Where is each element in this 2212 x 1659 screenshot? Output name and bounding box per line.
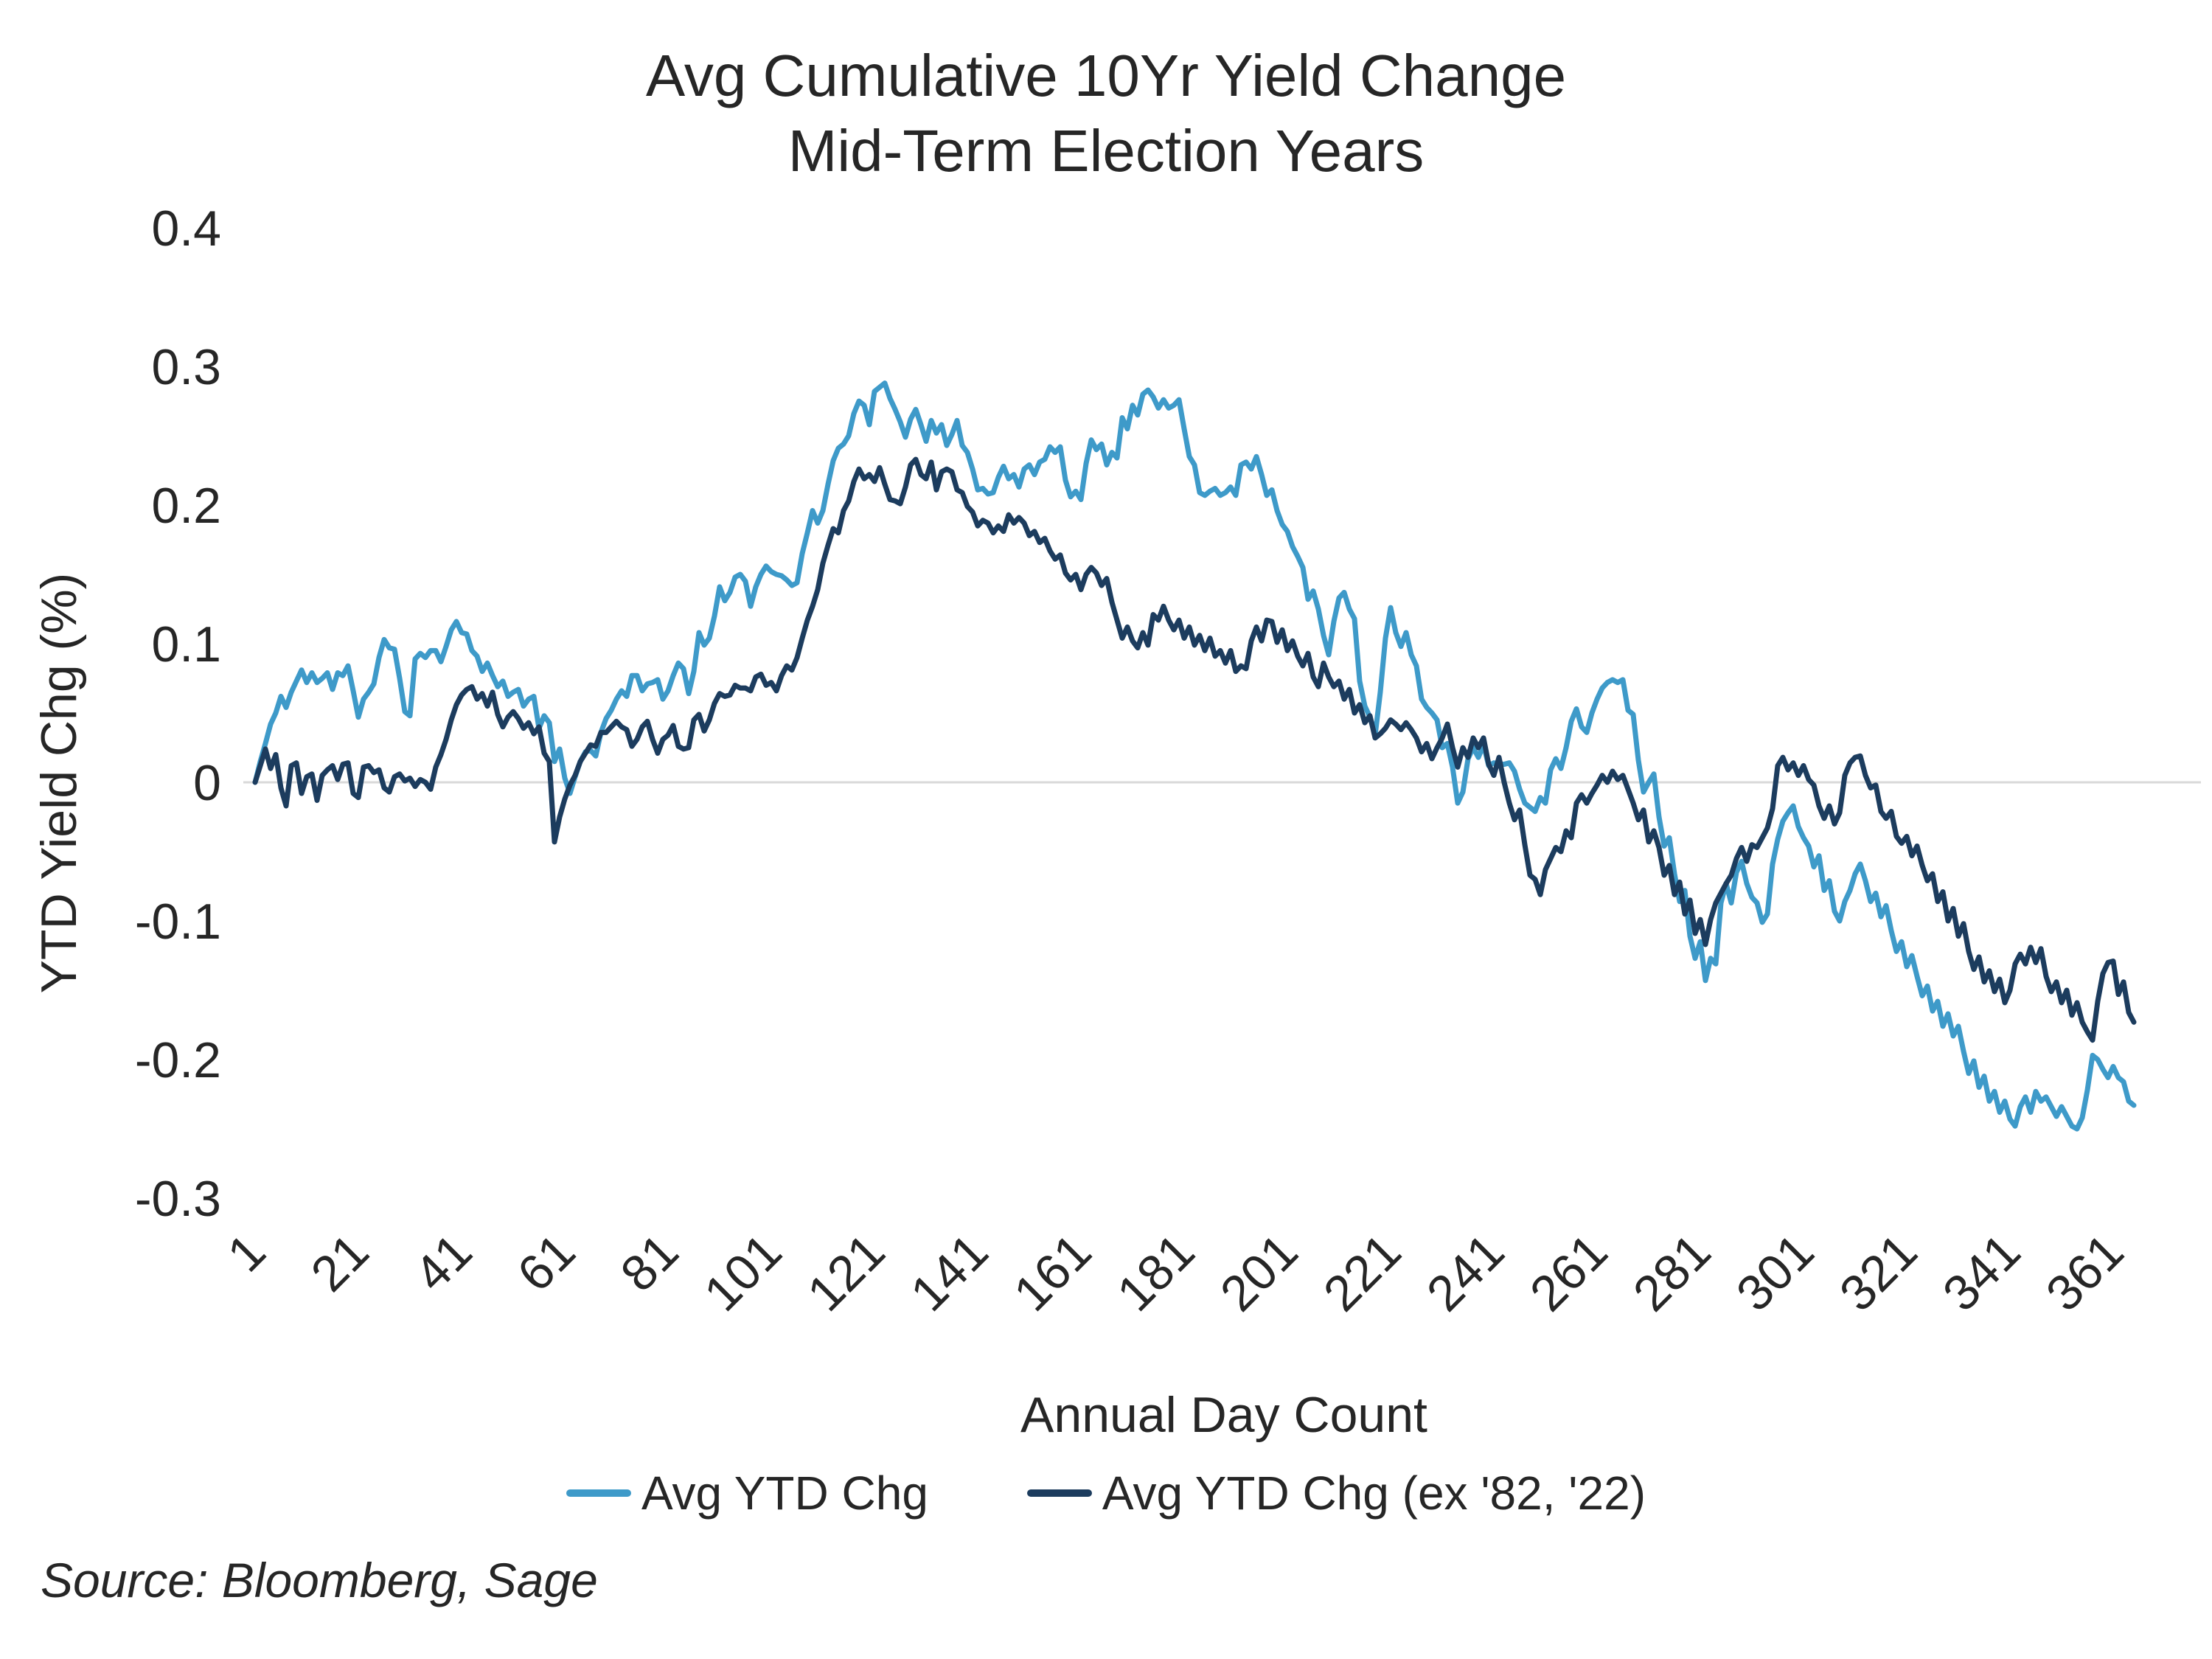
y-tick-label: 0	[193, 755, 221, 811]
y-tick-label: 0.2	[151, 478, 221, 534]
legend-label-avg-ytd-ex: Avg YTD Chg (ex '82, '22)	[1102, 1467, 1646, 1520]
y-tick-label: -0.2	[135, 1032, 221, 1088]
x-tick-label: 21	[300, 1223, 379, 1302]
x-tick-label: 341	[1933, 1223, 2031, 1322]
x-tick-label: 261	[1520, 1223, 1618, 1322]
y-tick-label: -0.1	[135, 894, 221, 950]
x-tick-label: 301	[1726, 1223, 1825, 1322]
series-line-avg-ytd-ex	[252, 456, 2137, 1043]
legend-item-avg-ytd-ex: Avg YTD Chg (ex '82, '22)	[1026, 1466, 1646, 1520]
y-axis-title: YTD Yield Chg (%)	[31, 572, 87, 994]
y-tick-label: -0.3	[135, 1171, 221, 1227]
x-tick-label: 181	[1107, 1223, 1206, 1322]
chart-title-line1: Avg Cumulative 10Yr Yield Change	[645, 43, 1567, 108]
legend-item-avg-ytd: Avg YTD Chg	[566, 1466, 928, 1520]
x-tick-label: 161	[1004, 1223, 1102, 1322]
x-tick-label: 281	[1623, 1223, 1722, 1322]
x-tick-label: 121	[797, 1223, 896, 1322]
x-tick-label: 61	[507, 1223, 585, 1302]
y-tick-label: 0.1	[151, 616, 221, 672]
x-tick-label: 361	[2036, 1223, 2135, 1322]
x-tick-label: 221	[1313, 1223, 1412, 1322]
y-tick-label: 0.4	[151, 201, 221, 257]
x-tick-label: 321	[1829, 1223, 1928, 1322]
x-tick-label: 41	[403, 1223, 482, 1302]
y-tick-label: 0.3	[151, 339, 221, 395]
chart-title: Avg Cumulative 10Yr Yield Change Mid-Ter…	[0, 38, 2212, 189]
x-tick-label: 241	[1416, 1223, 1515, 1322]
x-tick-label: 101	[694, 1223, 793, 1322]
legend-dash-icon-avg-ytd-ex	[1026, 1489, 1092, 1497]
legend: Avg YTD Chg Avg YTD Chg (ex '82, '22)	[0, 1466, 2212, 1520]
x-tick-label: 201	[1210, 1223, 1309, 1322]
series-line-avg-ytd	[252, 380, 2137, 1132]
x-tick-label: 1	[217, 1223, 276, 1282]
x-axis-title: Annual Day Count	[1020, 1387, 1427, 1443]
legend-dash-icon-avg-ytd	[566, 1489, 631, 1497]
source-note: Source: Bloomberg, Sage	[41, 1553, 598, 1607]
x-tick-label: 81	[610, 1223, 689, 1302]
x-tick-label: 141	[900, 1223, 999, 1322]
chart-title-line2: Mid-Term Election Years	[787, 118, 1425, 184]
legend-label-avg-ytd: Avg YTD Chg	[641, 1467, 928, 1520]
